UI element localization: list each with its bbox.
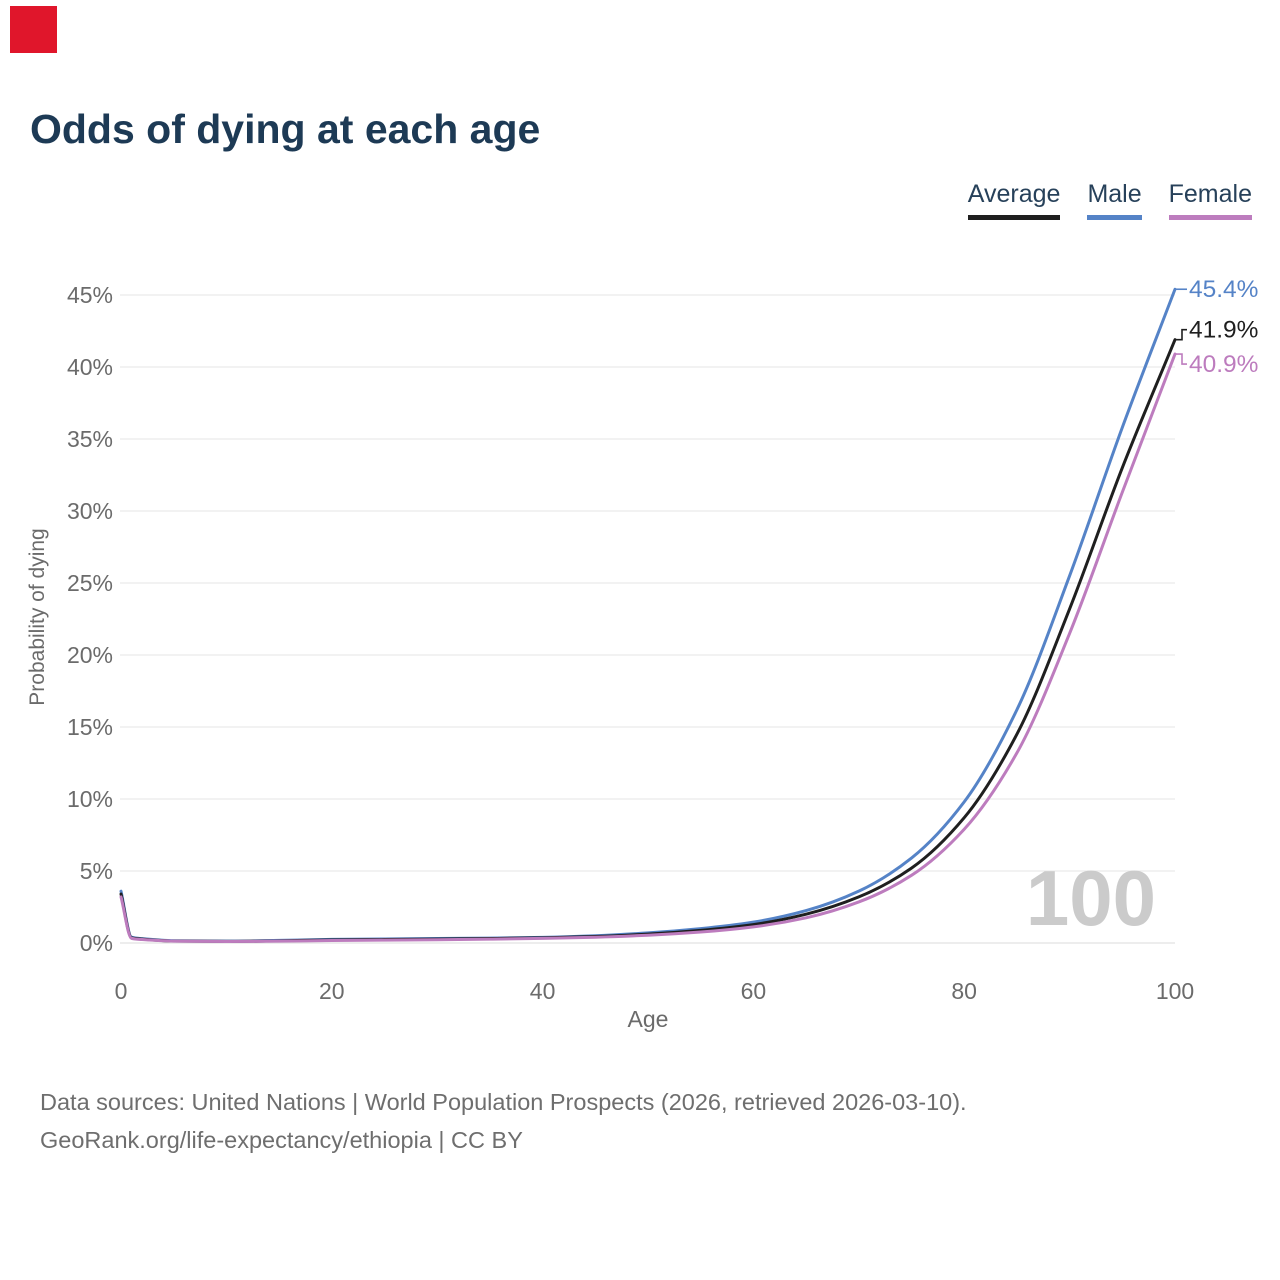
series-line-male [119,287,1177,943]
y-tick-label: 20% [67,642,113,668]
x-tick-label: 0 [115,978,128,1004]
legend-item-average[interactable]: Average [967,180,1061,220]
y-tick-label: 0% [80,930,113,956]
y-tick-label: 30% [67,498,113,524]
series-end-label-male: 45.4% [1189,276,1258,303]
y-tick-label: 15% [67,714,113,740]
legend-item-female[interactable]: Female [1168,180,1252,220]
y-tick-label: 10% [67,786,113,812]
y-tick-label: 5% [80,858,113,884]
chart-watermark: 100 [1026,854,1156,942]
x-axis-title: Age [628,1006,669,1032]
series-line-female [119,352,1177,944]
y-tick-label: 45% [67,282,113,308]
y-axis-title: Probability of dying [26,528,49,705]
footer-data-sources: Data sources: United Nations | World Pop… [40,1089,967,1115]
x-tick-label: 40 [530,978,556,1004]
legend-item-male[interactable]: Male [1087,180,1142,220]
x-tick-label: 20 [319,978,345,1004]
legend-label-average: Average [967,180,1061,208]
red-marker [10,6,57,53]
chart-title: Odds of dying at each age [30,106,541,152]
series-end-label-female: 40.9% [1189,351,1258,378]
x-tick-label: 60 [741,978,767,1004]
legend-label-female: Female [1168,180,1252,208]
footer: Data sources: United Nations | World Pop… [40,1083,967,1159]
series-end-label-average: 41.9% [1189,317,1258,344]
footer-attribution: GeoRank.org/life-expectancy/ethiopia | C… [40,1127,523,1153]
y-tick-label: 25% [67,570,113,596]
y-tick-label: 35% [67,426,113,452]
series-leader-female [1176,353,1187,365]
x-tick-label: 100 [1156,978,1194,1004]
series-line-average [119,338,1177,943]
y-tick-label: 40% [67,354,113,380]
x-tick-label: 80 [951,978,977,1004]
legend-label-male: Male [1087,180,1142,208]
legend: Average Male Female [967,180,1252,220]
series-leader-average [1176,328,1187,341]
